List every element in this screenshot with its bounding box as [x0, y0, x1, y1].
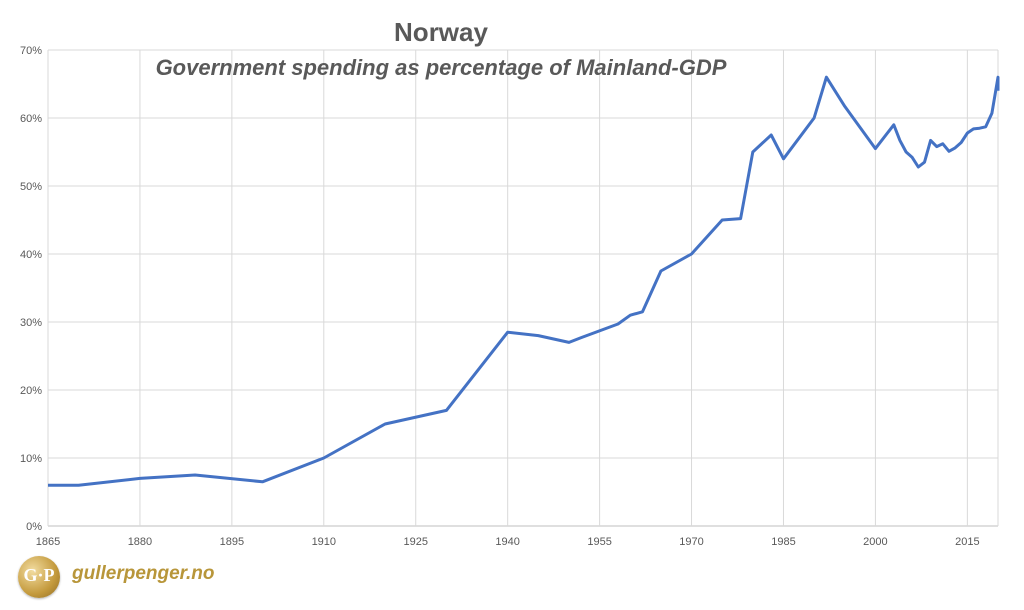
x-tick-label: 1865: [36, 536, 60, 548]
chart-subtitle: Government spending as percentage of Mai…: [156, 55, 727, 80]
chart-title: Norway: [394, 17, 488, 47]
y-tick-label: 70%: [20, 45, 42, 57]
gridlines: [47, 49, 999, 527]
x-tick-label: 2015: [955, 536, 979, 548]
y-tick-label: 40%: [20, 249, 42, 261]
x-tick-label: 1895: [220, 536, 244, 548]
x-axis-ticks: 1865 1880 1895 1910 1925 1940 1955 1970 1985 2000…: [36, 536, 980, 548]
x-tick-label: 1925: [403, 536, 427, 548]
logo-badge-text: G·P: [23, 565, 55, 585]
x-tick-label: 1880: [128, 536, 152, 548]
logo-site-name: gullerpenger.no: [72, 563, 215, 584]
y-tick-label: 30%: [20, 317, 42, 329]
x-tick-label: 1985: [771, 536, 795, 548]
y-tick-label: 50%: [20, 181, 42, 193]
x-tick-label: 1955: [587, 536, 611, 548]
x-tick-label: 1910: [312, 536, 336, 548]
x-tick-label: 1970: [679, 536, 703, 548]
y-axis-ticks: 0% 10% 20% 30% 40% 50% 60% 70%: [20, 45, 42, 533]
y-tick-label: 10%: [20, 453, 42, 465]
series-line: [48, 75, 1000, 487]
gullerpenger-logo-badge: G·P: [18, 556, 60, 598]
y-tick-label: 20%: [20, 385, 42, 397]
x-tick-label: 1940: [495, 536, 519, 548]
y-tick-label: 60%: [20, 113, 42, 125]
x-tick-label: 2000: [863, 536, 887, 548]
y-tick-label: 0%: [26, 521, 42, 533]
